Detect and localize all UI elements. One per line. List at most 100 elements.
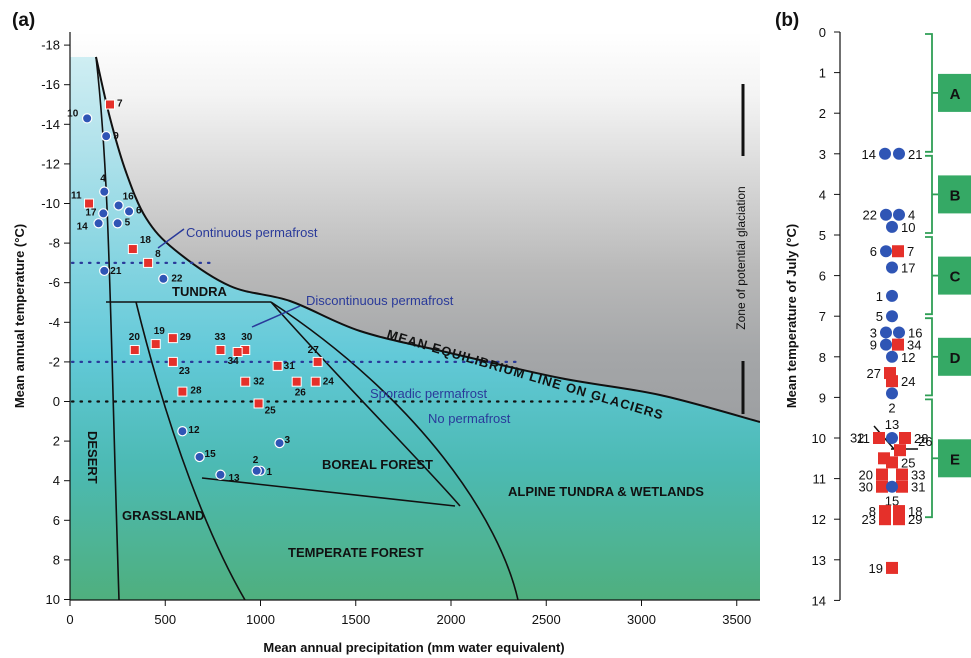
panel-a-axes: [69, 32, 760, 601]
b-point-31-marker: [896, 480, 908, 493]
y-tick-label-a: -4: [48, 315, 60, 330]
y-tick-label-b: 4: [819, 187, 826, 202]
group-E-label: E: [950, 451, 960, 468]
point-29-marker: [167, 333, 178, 344]
b-point-23-label: 23: [862, 512, 876, 527]
y-tick-label-b: 2: [819, 106, 826, 121]
b-point-7-label: 7: [907, 244, 914, 259]
region-tundra: TUNDRA: [172, 284, 227, 299]
x-tick-label-a: 2500: [532, 612, 561, 627]
point-8-marker: [143, 257, 154, 268]
b-point-10-label: 10: [901, 220, 915, 235]
b-point-17-marker: [886, 261, 898, 274]
b-point-11-label: 11: [857, 431, 871, 446]
desert-boundary: [95, 56, 120, 600]
x-ticks-a: 0 500 1000 1500 2000 2500 3000 3500: [66, 600, 751, 627]
point-31-label: 31: [284, 361, 296, 372]
point-29-label: 29: [180, 332, 192, 343]
point-28-label: 28: [190, 386, 202, 397]
y-tick-label-a: -2: [48, 354, 60, 369]
point-32-label: 32: [253, 377, 265, 388]
y-tick-label-a: 2: [53, 434, 60, 449]
b-point-31-label: 31: [911, 480, 925, 495]
alpine-boundary: [270, 301, 519, 600]
point-18-label: 18: [140, 235, 152, 246]
point-15-marker: [194, 451, 205, 463]
b-point-12-label: 12: [901, 350, 915, 365]
b-point-19-label: 19: [869, 561, 883, 576]
y-tick-label-a: -6: [48, 275, 60, 290]
region-boreal-forest: BOREAL FOREST: [322, 457, 433, 472]
b-point-33-label: 33: [911, 468, 925, 483]
point-17-marker: [98, 208, 109, 219]
b-point-29-label: 29: [908, 512, 922, 527]
group-A-box: [938, 73, 971, 112]
b-point-16-marker: [893, 326, 905, 339]
group-C-box: [938, 256, 971, 295]
point-12-label: 12: [188, 425, 200, 436]
b-point-34-marker: [892, 338, 904, 351]
y-tick-label-b: 13: [812, 553, 826, 568]
boreal-right-boundary: [270, 301, 461, 507]
point-24-marker: [310, 376, 321, 387]
point-16-marker: [113, 200, 124, 211]
b-point-12-marker: [886, 350, 898, 363]
region-desert: DESERT: [85, 431, 100, 484]
group-D-bracket: [925, 317, 933, 397]
b-point-13-marker: [886, 432, 898, 444]
point-12-marker: [177, 426, 188, 437]
group-A-label: A: [950, 86, 961, 103]
group-B-label: B: [950, 187, 961, 204]
y-tick-label-a: 6: [53, 513, 60, 528]
b-point-2-marker: [886, 387, 898, 400]
group-E-bracket: [925, 398, 933, 519]
b-point-3-marker: [880, 326, 892, 339]
point-7-label: 7: [117, 99, 123, 110]
y-tick-label-a: -8: [48, 236, 60, 251]
point-26-label: 26: [295, 388, 307, 399]
x-tick-label-a: 3000: [627, 612, 656, 627]
y-tick-label-b: 7: [819, 309, 826, 324]
point-2-marker: [251, 465, 262, 476]
point-21-label: 21: [110, 266, 122, 277]
point-7-marker: [105, 99, 116, 110]
b-point-14-label: 14: [862, 147, 876, 162]
b-point-17-label: 17: [901, 260, 915, 275]
y-tick-label-a: -14: [41, 117, 60, 132]
b-point-30-marker: [876, 480, 888, 493]
b-point-23-marker: [879, 513, 891, 526]
b-point-14-marker: [879, 147, 891, 160]
point-20-label: 20: [129, 332, 141, 343]
glaciation-zone-label: Zone of potential glaciation: [734, 186, 748, 329]
x-tick-label-a: 2000: [437, 612, 466, 627]
group-B-bracket: [925, 154, 933, 234]
y-tick-label-a: 10: [46, 592, 60, 607]
point-32-marker: [240, 376, 251, 387]
point-11-label: 11: [71, 191, 82, 202]
point-10-label: 10: [67, 108, 79, 119]
point-34-marker: [232, 347, 243, 357]
b-point-24-label: 24: [901, 374, 915, 389]
grassland-boundary: [135, 301, 246, 600]
b-point-26-marker: [894, 444, 906, 457]
b-point-34-label: 34: [907, 338, 921, 353]
no-permafrost-label: No permafrost: [428, 411, 511, 426]
group-D-label: D: [950, 350, 961, 367]
x-tick-label-a: 0: [66, 612, 73, 627]
y-tick-label-a: 4: [53, 473, 60, 488]
region-alpine-tundra: ALPINE TUNDRA & WETLANDS: [508, 484, 704, 499]
b-point-15-marker: [886, 480, 898, 493]
point-9-label: 9: [113, 131, 119, 142]
discontinuous-permafrost-pointer: [251, 305, 301, 328]
b-point-10-marker: [886, 220, 898, 233]
b-point-25-label: 25: [901, 455, 915, 470]
group-A-bracket: [925, 33, 933, 153]
b-point-22-marker: [880, 208, 892, 221]
point-5-marker: [112, 218, 123, 229]
y-tick-label-a: 8: [53, 552, 60, 567]
b-point-5-marker: [886, 310, 898, 323]
b-point-9-marker: [880, 338, 892, 351]
b-point-16-label: 16: [908, 325, 922, 340]
